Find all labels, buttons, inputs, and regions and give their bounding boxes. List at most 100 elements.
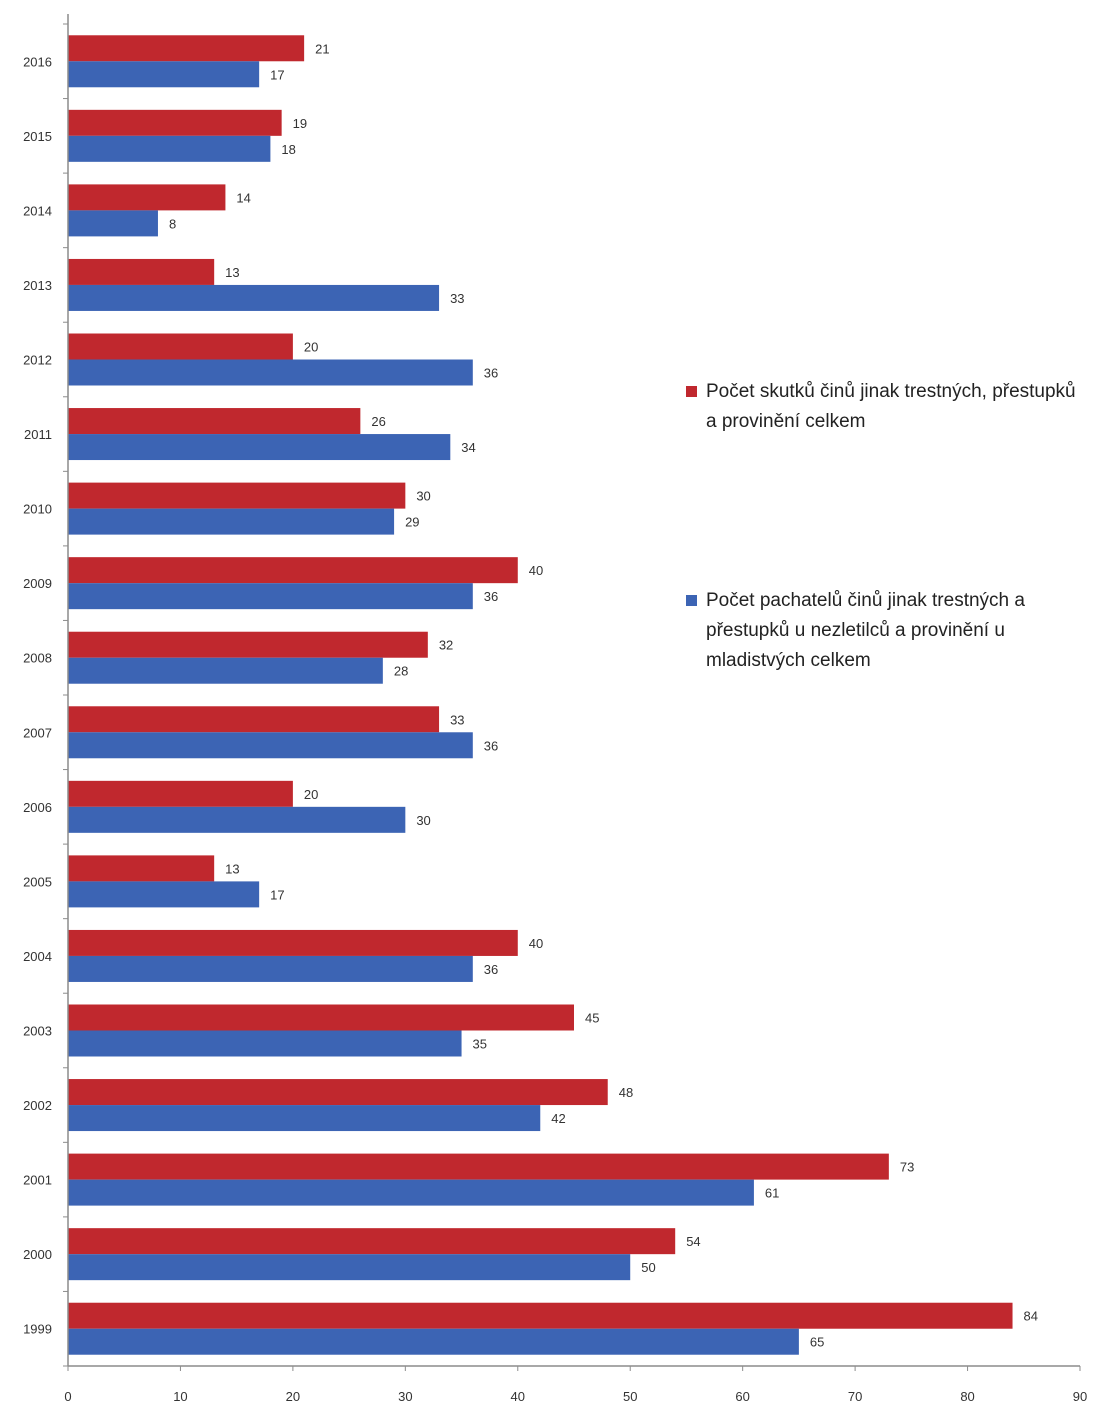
data-label: 32 (439, 638, 453, 653)
x-tick-label: 70 (848, 1389, 862, 1404)
year-label: 2014 (23, 203, 52, 218)
year-label: 2001 (23, 1173, 52, 1188)
year-label: 2003 (23, 1024, 52, 1039)
year-label: 2010 (23, 502, 52, 517)
bar-acts (68, 184, 226, 211)
x-tick-label: 30 (398, 1389, 412, 1404)
data-label: 34 (461, 440, 475, 455)
x-tick-label: 50 (623, 1389, 637, 1404)
bar-offenders (68, 732, 473, 759)
x-tick-label: 90 (1073, 1389, 1087, 1404)
bars-layer: 21 17 19 18 14 8 13 33 20 36 26 34 30 29 40 36 32 28 33 36 2… (68, 35, 1038, 1355)
bar-acts (68, 780, 293, 807)
bar-acts (68, 855, 215, 882)
bar-acts (68, 1228, 676, 1255)
data-label: 42 (551, 1111, 565, 1126)
year-label: 2005 (23, 874, 52, 889)
data-label: 50 (641, 1260, 655, 1275)
bar-acts (68, 258, 215, 285)
bar-offenders (68, 1328, 799, 1355)
year-label: 2015 (23, 129, 52, 144)
data-label: 36 (484, 589, 498, 604)
data-label: 17 (270, 67, 284, 82)
x-tick-label: 80 (960, 1389, 974, 1404)
data-label: 13 (225, 265, 239, 280)
bar-acts (68, 1079, 608, 1106)
data-label: 17 (270, 887, 284, 902)
bar-acts (68, 1302, 1013, 1329)
bar-offenders (68, 657, 383, 684)
data-label: 19 (293, 116, 307, 131)
bar-acts (68, 35, 305, 62)
bar-offenders (68, 955, 473, 982)
data-label: 36 (484, 962, 498, 977)
data-label: 45 (585, 1011, 599, 1026)
bar-acts (68, 408, 361, 435)
data-label: 35 (473, 1037, 487, 1052)
x-tick-label: 10 (173, 1389, 187, 1404)
data-label: 30 (416, 813, 430, 828)
data-label: 28 (394, 664, 408, 679)
data-label: 84 (1024, 1309, 1038, 1324)
data-label: 30 (416, 489, 430, 504)
bar-acts (68, 631, 428, 658)
year-label: 2000 (23, 1247, 52, 1262)
bar-offenders (68, 1105, 541, 1132)
x-tick-label: 0 (64, 1389, 71, 1404)
axes-layer: 2016201520142013201220112010200920082007… (23, 14, 1087, 1404)
data-label: 14 (236, 190, 250, 205)
bar-acts (68, 109, 282, 136)
data-label: 61 (765, 1186, 779, 1201)
bar-offenders (68, 284, 440, 311)
data-label: 36 (484, 366, 498, 381)
data-label: 33 (450, 712, 464, 727)
bar-offenders (68, 881, 260, 908)
data-label: 33 (450, 291, 464, 306)
bar-acts (68, 1153, 889, 1180)
year-label: 2016 (23, 54, 52, 69)
bar-offenders (68, 1254, 631, 1281)
data-label: 40 (529, 936, 543, 951)
bar-offenders (68, 135, 271, 162)
data-label: 29 (405, 515, 419, 530)
data-label: 13 (225, 861, 239, 876)
year-label: 2002 (23, 1098, 52, 1113)
bar-offenders (68, 434, 451, 461)
bar-acts (68, 557, 518, 584)
data-label: 18 (281, 142, 295, 157)
bar-acts (68, 706, 440, 733)
legend-swatch-series2 (686, 595, 697, 606)
bar-acts (68, 333, 293, 360)
year-label: 2011 (24, 427, 52, 442)
bar-offenders (68, 583, 473, 610)
x-tick-label: 40 (511, 1389, 525, 1404)
data-label: 20 (304, 340, 318, 355)
x-tick-label: 60 (735, 1389, 749, 1404)
data-label: 54 (686, 1234, 700, 1249)
bar-offenders (68, 806, 406, 833)
bar-acts (68, 929, 518, 956)
bar-acts (68, 1004, 574, 1031)
bar-offenders (68, 359, 473, 386)
year-label: 2004 (23, 949, 52, 964)
data-label: 73 (900, 1160, 914, 1175)
legend-swatch-series1 (686, 386, 697, 397)
bar-offenders (68, 1030, 462, 1057)
data-label: 26 (371, 414, 385, 429)
bar-acts (68, 482, 406, 509)
bar-offenders (68, 61, 260, 88)
data-label: 48 (619, 1085, 633, 1100)
year-label: 2007 (23, 725, 52, 740)
bar-offenders (68, 210, 158, 237)
year-label: 2008 (23, 651, 52, 666)
legend-label-series1: Počet skutků činů jinak trestných, přest… (706, 381, 1076, 432)
data-label: 36 (484, 738, 498, 753)
x-tick-label: 20 (286, 1389, 300, 1404)
year-label: 2013 (23, 278, 52, 293)
year-label: 2012 (23, 353, 52, 368)
data-label: 40 (529, 563, 543, 578)
bar-offenders (68, 1179, 754, 1206)
bar-offenders (68, 508, 395, 535)
year-label: 2006 (23, 800, 52, 815)
